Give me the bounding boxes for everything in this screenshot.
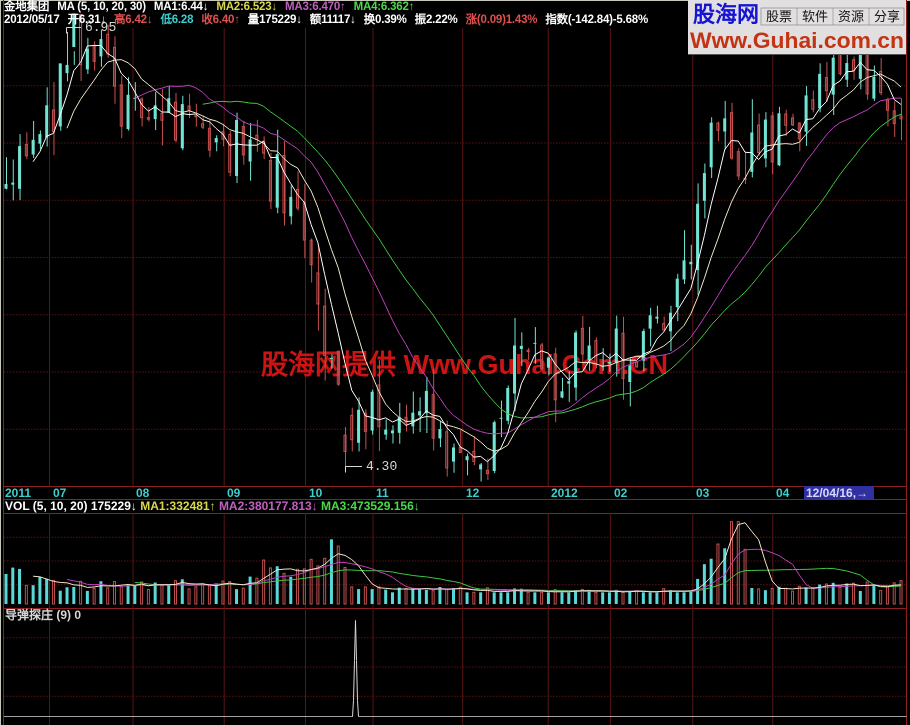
svg-text:资源: 资源	[838, 9, 864, 24]
svg-text:分享: 分享	[874, 9, 900, 24]
svg-text:股海网: 股海网	[693, 2, 759, 27]
svg-text:Www.Guhai.com.cn: Www.Guhai.com.cn	[690, 28, 904, 53]
svg-text:软件: 软件	[802, 9, 828, 24]
svg-text:股票: 股票	[766, 9, 792, 24]
